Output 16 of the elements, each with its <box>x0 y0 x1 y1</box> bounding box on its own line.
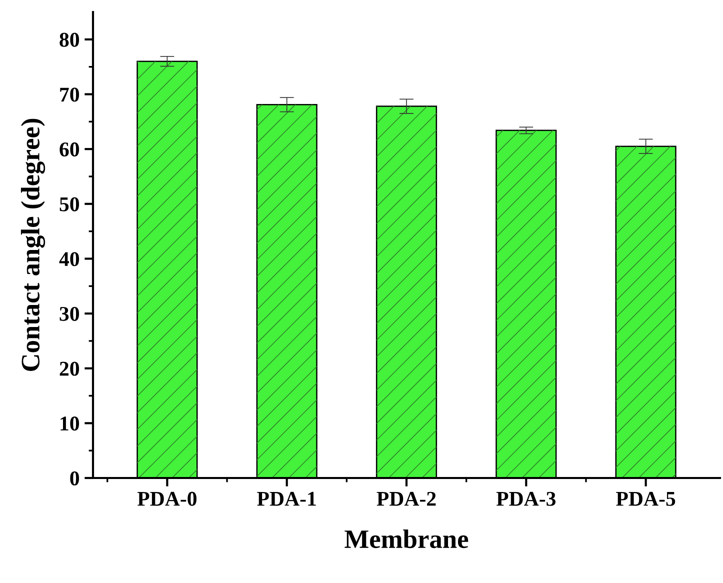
y-tick-label: 10 <box>60 416 80 431</box>
y-tick-label: 30 <box>60 306 80 321</box>
y-tick-label: 0 <box>70 471 80 486</box>
x-tick-label: PDA-2 <box>376 492 436 506</box>
y-tick-label: 20 <box>60 362 80 376</box>
x-axis-title: Membrane <box>344 530 468 548</box>
x-tick-label: PDA-3 <box>496 492 556 506</box>
x-tick-label: PDA-5 <box>616 492 676 506</box>
y-tick-label: 80 <box>60 32 80 47</box>
y-tick-label: 40 <box>59 252 80 266</box>
x-tick-label: PDA-0 <box>137 492 196 506</box>
y-axis-title: Contact angle (degree) <box>20 118 46 371</box>
y-tick-label: 50 <box>60 197 80 212</box>
y-tick-label: 70 <box>60 88 80 102</box>
x-tick-label: PDA-1 <box>257 492 316 506</box>
y-tick-label: 60 <box>60 142 80 156</box>
